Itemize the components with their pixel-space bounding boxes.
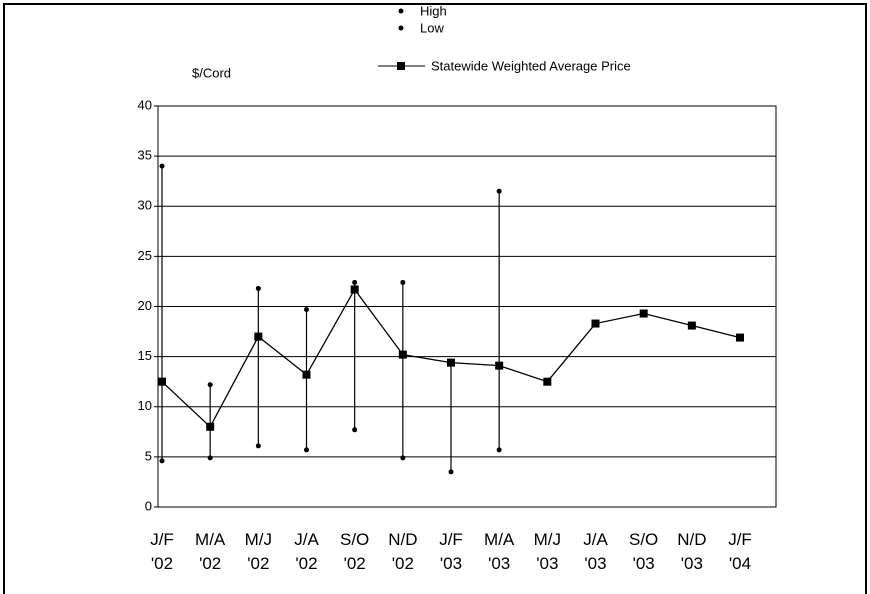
low-marker [255, 443, 261, 449]
average-marker [639, 309, 648, 318]
y-tick-label: 0 [145, 498, 152, 513]
y-tick-label: 20 [138, 298, 152, 313]
high-marker [400, 279, 406, 285]
y-tick-label: 40 [138, 97, 152, 112]
x-tick-label: S/O '03 [629, 530, 659, 573]
average-marker [254, 332, 263, 341]
high-marker [207, 382, 213, 388]
x-tick-label: M/J '02 [244, 530, 273, 573]
low-marker [159, 458, 165, 464]
y-tick-label: 10 [138, 398, 152, 413]
y-axis-label: $/Cord [192, 65, 231, 80]
low-marker [496, 447, 502, 453]
low-marker [400, 455, 406, 461]
x-tick-label: M/J '03 [533, 530, 562, 573]
x-tick-label: J/A '03 [583, 530, 608, 573]
high-marker [304, 307, 309, 313]
x-tick-label: M/A '03 [484, 530, 515, 573]
average-marker [350, 285, 359, 294]
average-marker [158, 377, 166, 386]
average-marker [398, 350, 407, 359]
low-marker [448, 469, 454, 475]
legend-high-marker [398, 8, 404, 14]
average-marker [543, 377, 552, 386]
low-marker [352, 427, 358, 433]
average-marker [736, 333, 744, 342]
x-tick-label: J/F '03 [439, 530, 463, 573]
average-marker [495, 361, 504, 370]
legend-average-marker [397, 62, 405, 70]
frame [3, 3, 867, 594]
high-marker [255, 285, 261, 291]
legend-low-marker [398, 25, 404, 31]
average-marker [447, 358, 455, 367]
average-marker [302, 370, 311, 379]
x-tick-label: J/F '02 [150, 530, 174, 573]
low-marker [304, 447, 309, 453]
x-tick-label: N/D '03 [677, 530, 707, 573]
high-marker [159, 163, 165, 169]
legend-label: High [420, 3, 447, 18]
y-tick-label: 30 [138, 198, 152, 213]
x-tick-label: M/A '02 [195, 530, 226, 573]
y-tick-label: 35 [138, 148, 152, 163]
x-tick-label: J/A '02 [294, 530, 319, 573]
y-tick-label: 25 [138, 248, 152, 263]
legend-label: Low [420, 20, 444, 35]
average-marker [591, 319, 600, 328]
high-marker [496, 188, 502, 194]
high-marker [352, 279, 358, 285]
low-marker [207, 455, 213, 461]
average-marker [687, 321, 696, 330]
x-tick-label: S/O '02 [340, 530, 370, 573]
x-tick-label: J/F '04 [728, 530, 752, 573]
y-tick-label: 15 [138, 348, 152, 363]
y-tick-label: 5 [145, 448, 152, 463]
average-marker [206, 422, 215, 431]
x-tick-label: N/D '02 [388, 530, 418, 573]
legend-label: Statewide Weighted Average Price [431, 58, 631, 73]
